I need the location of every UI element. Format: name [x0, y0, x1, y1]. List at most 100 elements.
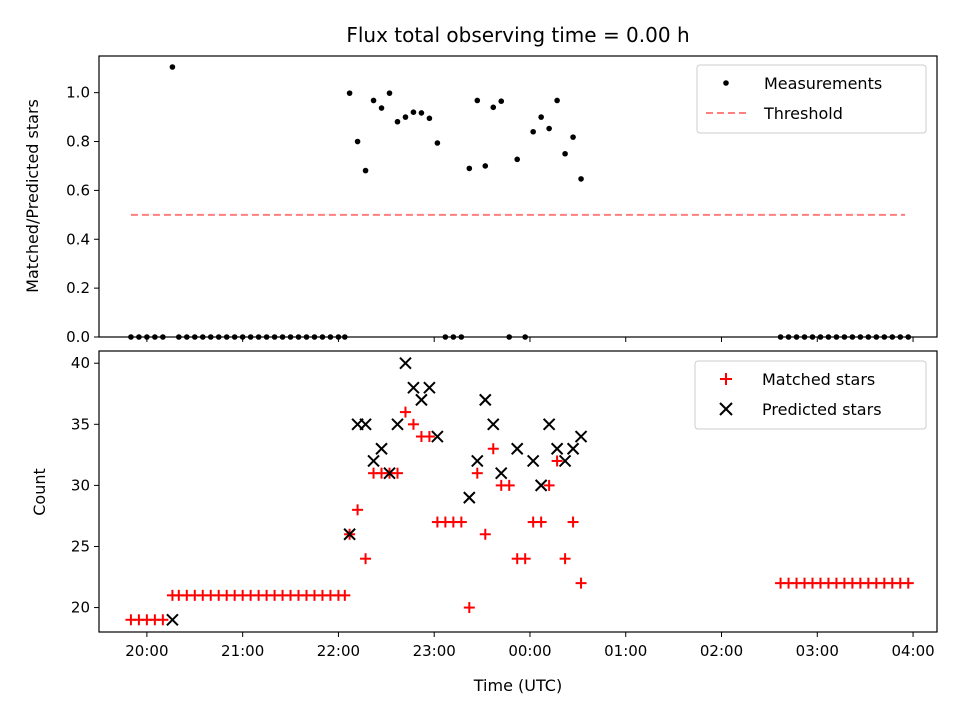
predicted-star-point	[383, 466, 396, 480]
measurement-point	[346, 90, 353, 96]
matched-star-point	[463, 602, 475, 614]
top-y-tick-label: 0.4	[66, 230, 90, 248]
measurement-point	[474, 97, 481, 104]
predicted-star-point	[367, 454, 380, 468]
matched-star-point	[551, 455, 563, 467]
legend-marker-matched	[720, 373, 732, 385]
predicted-star-point	[375, 442, 388, 455]
bottom-legend-box	[694, 360, 927, 430]
x-tick-label: 21:00	[221, 642, 264, 660]
predicted-star-point	[471, 454, 484, 468]
x-tick-label: 22:00	[317, 642, 360, 660]
top-y-axis-label: Matched/Predicted stars	[23, 99, 42, 293]
x-tick-label: 23:00	[413, 642, 456, 660]
matched-star-point	[543, 479, 555, 491]
measurement-point	[490, 104, 497, 111]
matched-star-point	[399, 406, 411, 418]
x-tick-label: 04:00	[891, 642, 934, 660]
measurement-point	[362, 167, 369, 174]
matched-star-point	[360, 553, 372, 565]
measurement-point	[410, 109, 417, 115]
top-legend-box	[696, 64, 927, 134]
predicted-star-point	[391, 418, 404, 431]
top-y-tick-label: 0.8	[66, 133, 90, 151]
measurement-point	[370, 97, 377, 104]
measurement-point	[554, 97, 560, 104]
predicted-star-point	[550, 442, 564, 455]
measurement-point	[169, 64, 176, 70]
bottom-y-ticks: 20 25 30 35 40	[71, 354, 99, 617]
bottom-y-tick-label: 25	[71, 537, 90, 555]
predicted-star-point	[423, 381, 436, 394]
matched-star-point	[479, 528, 491, 540]
measurement-point	[482, 163, 489, 169]
predicted-star-point	[526, 454, 540, 468]
top-panel: 0.0 0.2 0.4 0.6 0.8 1.0 Matched/Predicted sta…	[23, 55, 938, 346]
bottom-x-ticks: 20:00 21:00 22:00 23:00 00:00 01:00 02:00 03:00…	[125, 632, 935, 660]
predicted-star-point	[558, 454, 572, 468]
matched-star-point	[352, 504, 364, 516]
predicted-star-point	[407, 381, 420, 394]
predicted-star-point	[566, 442, 580, 455]
x-tick-label: 20:00	[125, 642, 168, 660]
matched-star-point	[339, 589, 351, 601]
matched-star-point	[902, 577, 914, 589]
legend-label-matched: Matched stars	[762, 370, 875, 389]
bottom-y-axis-label: Count	[30, 468, 49, 516]
predicted-star-point	[415, 393, 428, 407]
top-y-tick-label: 0.2	[66, 279, 90, 297]
measurement-point	[426, 115, 433, 122]
predicted-star-point	[534, 479, 548, 492]
predicted-star-point	[431, 430, 444, 443]
measurement-point	[466, 165, 473, 172]
measurement-point	[394, 118, 401, 125]
bottom-y-tick-label: 30	[71, 476, 90, 494]
bottom-panel: 20 25 30 35 40 20:00 21:00 22:00 23:00 00:00 01:0…	[30, 350, 938, 695]
matched-star-point	[575, 577, 587, 589]
legend-marker-predicted	[719, 402, 733, 416]
predicted-star-point	[399, 357, 412, 370]
top-y-tick-label: 0.6	[66, 181, 90, 199]
matched-star-point	[535, 516, 547, 528]
matched-star-point	[519, 553, 531, 565]
x-tick-label: 03:00	[796, 642, 839, 660]
bottom-axes-frame	[98, 350, 938, 633]
measurement-point	[402, 114, 409, 120]
predicted-star-point	[574, 430, 588, 443]
predicted-star-point	[479, 393, 492, 407]
bottom-y-tick-label: 35	[71, 415, 90, 433]
measurement-point	[530, 128, 536, 135]
matched-star-point	[391, 467, 403, 479]
x-tick-label: 02:00	[700, 642, 743, 660]
top-axes-frame	[98, 55, 938, 338]
measurement-point	[546, 125, 552, 132]
x-axis-label: Time (UTC)	[473, 676, 562, 695]
predicted-star-point	[495, 466, 508, 480]
measurement-point	[354, 138, 361, 145]
matched-star-point	[407, 418, 419, 430]
x-tick-label: 01:00	[604, 642, 647, 660]
legend-marker-measurements	[723, 80, 729, 86]
predicted-star-point	[542, 418, 556, 431]
matched-star-point	[567, 516, 579, 528]
matched-star-point	[559, 553, 571, 565]
measurement-point	[514, 156, 521, 163]
predicted-star-point	[463, 491, 476, 504]
legend-label-predicted: Predicted stars	[762, 400, 882, 419]
matched-star-point	[423, 431, 435, 443]
top-legend: Measurements Threshold	[696, 64, 927, 134]
measurement-point	[498, 98, 505, 105]
matched-star-point	[471, 467, 483, 479]
matched-star-point	[487, 443, 499, 455]
measurement-point	[386, 90, 393, 96]
legend-label-measurements: Measurements	[764, 74, 882, 93]
bottom-legend: Matched stars Predicted stars	[694, 360, 927, 430]
predicted-star-point	[343, 528, 356, 541]
predicted-star-point	[359, 418, 372, 431]
measurement-point	[562, 150, 568, 157]
measurement-point	[578, 176, 584, 182]
top-y-ticks: 0.0 0.2 0.4 0.6 0.8 1.0	[66, 84, 99, 346]
measurement-point	[418, 110, 425, 116]
chart-title: Flux total observing time = 0.00 h	[346, 23, 689, 47]
